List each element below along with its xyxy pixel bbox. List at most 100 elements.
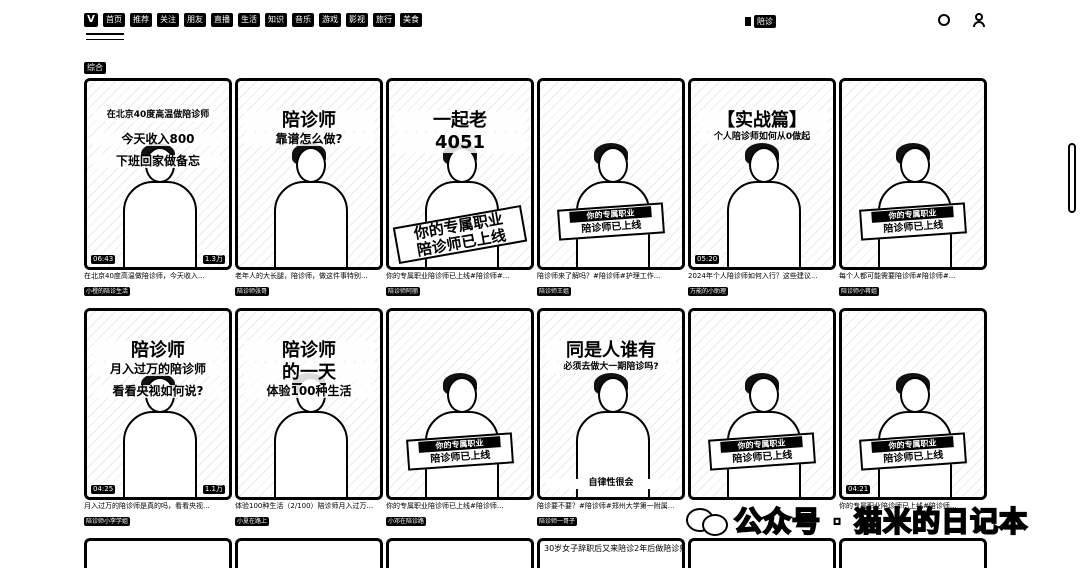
- watermark-text: 公众号 · 猫米的日记本: [733, 504, 1029, 539]
- nav-tab-9[interactable]: 影视: [346, 13, 368, 27]
- thumbnail-caption: 陪诊师: [244, 111, 374, 131]
- video-card[interactable]: 你的专属职业 陪诊师已上线陪诊师来了解吗？#陪诊师#护理工作... 陪诊师王姐: [537, 78, 685, 300]
- video-card[interactable]: 你的专属职业 陪诊师已上线每个人都可能需要陪诊师#陪诊师#... 陪诊师小蒋姐: [839, 78, 987, 300]
- thumbnail-caption: 下班回家做备忘: [93, 154, 223, 169]
- banner-line-2: 陪诊师已上线: [883, 449, 944, 466]
- video-card[interactable]: 同是人谁有 必须去做大一期陪诊吗? 自律性很会陪诊要不要？#陪诊师#郑州大学第一附属…: [537, 308, 685, 530]
- thumbnail-caption: 陪诊师: [93, 341, 223, 361]
- video-title[interactable]: 你的专属职业陪诊师已上线#陪诊师#...: [386, 272, 510, 280]
- nav-tab-2[interactable]: 关注: [157, 13, 179, 27]
- video-thumbnail[interactable]: 陪诊师 的一天 体验100种生活: [235, 308, 383, 500]
- app-logo[interactable]: V: [84, 13, 98, 27]
- like-count: 1.3万: [202, 255, 225, 264]
- search-box[interactable]: 陪诊: [745, 15, 776, 28]
- banner-line-2: 陪诊师已上线: [581, 219, 642, 236]
- video-card-partial[interactable]: 30岁女子辞职后又来陪诊2年后做陪诊师: [537, 538, 685, 568]
- video-card-partial[interactable]: [84, 538, 232, 568]
- video-card[interactable]: 你的专属职业 陪诊师已上线你的专属职业陪诊师已上线#陪诊师... 小邓在陪诊路: [386, 308, 534, 530]
- video-card[interactable]: 在北京40度高温做陪诊师 今天收入800 下班回家做备忘 06:43 1.3万 在北京40…: [84, 78, 232, 300]
- author-name[interactable]: 陪诊师张哥: [235, 287, 270, 296]
- video-card[interactable]: 陪诊师 的一天 体验100种生活体验100种生活（2/100）陪诊师月入过万... 小…: [235, 308, 383, 530]
- filter-tab-comprehensive[interactable]: 综合: [84, 62, 106, 74]
- video-card-partial[interactable]: [235, 538, 383, 568]
- thumbnail-caption: 的一天: [244, 363, 374, 383]
- nav-tab-10[interactable]: 旅行: [373, 13, 395, 27]
- author-name[interactable]: 小夏在路上: [235, 517, 270, 526]
- video-duration: 05:20: [695, 255, 720, 264]
- scroll-handle[interactable]: [1068, 143, 1076, 213]
- nav-tab-1[interactable]: 推荐: [130, 13, 152, 27]
- nav-tab-8[interactable]: 游戏: [319, 13, 341, 27]
- video-thumbnail[interactable]: 同是人谁有 必须去做大一期陪诊吗? 自律性很会: [537, 308, 685, 500]
- search-icon: [745, 17, 751, 26]
- video-thumbnail[interactable]: 陪诊师 月入过万的陪诊师 看看央视如何说? 04:25 1.1万: [84, 308, 232, 500]
- video-title[interactable]: 你的专属职业陪诊师已上线#陪诊师...: [386, 502, 504, 510]
- video-title[interactable]: 你的专属职业陪诊师已上线#陪诊师...: [839, 502, 957, 510]
- partial-caption: [87, 541, 229, 545]
- nav-tab-0[interactable]: 首页: [103, 13, 125, 27]
- partial-caption: [842, 541, 984, 545]
- author-name[interactable]: 陪诊师一哥子: [537, 517, 578, 526]
- author-name[interactable]: 万能的小助理: [688, 287, 729, 296]
- video-title[interactable]: 陪诊师来了解吗？#陪诊师#护理工作...: [537, 272, 661, 280]
- video-thumbnail[interactable]: 一起老 4051 你的专属职业 陪诊师已上线: [386, 78, 534, 270]
- partial-caption: [238, 541, 380, 545]
- video-thumbnail[interactable]: 陪诊师 靠谱怎么做?: [235, 78, 383, 270]
- wechat-icon: [686, 506, 728, 536]
- video-title[interactable]: 陪诊要不要？#陪诊师#郑州大学第一附属...: [537, 502, 675, 510]
- banner-line-2: 陪诊师已上线: [883, 219, 944, 236]
- person-figure: [123, 373, 197, 497]
- thumbnail-caption: 一起老: [395, 111, 525, 131]
- video-title[interactable]: 老年人的大长腿，陪诊师，做这件事特别...: [235, 272, 368, 280]
- nav-tab-11[interactable]: 美食: [400, 13, 422, 27]
- nav-tab-5[interactable]: 生活: [238, 13, 260, 27]
- nav-tab-6[interactable]: 知识: [265, 13, 287, 27]
- author-name[interactable]: 陪诊师小蒋姐: [839, 287, 880, 296]
- thumbnail-caption: 靠谱怎么做?: [244, 132, 374, 147]
- video-card-partial[interactable]: [386, 538, 534, 568]
- user-icon[interactable]: [972, 13, 986, 27]
- video-thumbnail[interactable]: 你的专属职业 陪诊师已上线: [386, 308, 534, 500]
- nav-tab-3[interactable]: 朋友: [184, 13, 206, 27]
- author-name[interactable]: 小邓在陪诊路: [386, 517, 427, 526]
- video-card[interactable]: 你的专属职业 陪诊师已上线: [688, 308, 836, 511]
- author-name[interactable]: 陪诊师阿丽: [386, 287, 421, 296]
- nav-tab-7[interactable]: 音乐: [292, 13, 314, 27]
- video-thumbnail[interactable]: 【实战篇】 个人陪诊师如何从0做起 05:20: [688, 78, 836, 270]
- video-card[interactable]: 【实战篇】 个人陪诊师如何从0做起 05:20 2024年个人陪诊师如何入行？这些建议…: [688, 78, 836, 300]
- like-count: 1.1万: [202, 485, 225, 494]
- author-name[interactable]: 陪诊师王姐: [537, 287, 572, 296]
- author-name[interactable]: 陪诊师小李学姐: [84, 517, 131, 526]
- thumbnail-caption: 【实战篇】: [697, 111, 827, 131]
- video-title[interactable]: 月入过万的陪诊师是真的吗，看看央视...: [84, 502, 210, 510]
- video-thumbnail[interactable]: 在北京40度高温做陪诊师 今天收入800 下班回家做备忘 06:43 1.3万: [84, 78, 232, 270]
- thumbnail-caption: 看看央视如何说?: [93, 384, 223, 399]
- video-thumbnail[interactable]: 你的专属职业 陪诊师已上线 04:21: [839, 308, 987, 500]
- thumbnail-caption: 必须去做大一期陪诊吗?: [546, 362, 676, 373]
- thumbnail-caption: 陪诊师: [244, 341, 374, 361]
- thumbnail-caption: 个人陪诊师如何从0做起: [697, 132, 827, 143]
- thumbnail-caption: 4051: [395, 133, 525, 153]
- video-thumbnail[interactable]: 你的专属职业 陪诊师已上线: [839, 78, 987, 270]
- partial-caption: [691, 541, 833, 545]
- person-figure: [274, 373, 348, 497]
- author-name[interactable]: 小橙的陪诊生活: [84, 287, 131, 296]
- video-card[interactable]: 你的专属职业 陪诊师已上线 04:21 你的专属职业陪诊师已上线#陪诊师...: [839, 308, 987, 511]
- video-card-partial[interactable]: [839, 538, 987, 568]
- notification-icon[interactable]: [938, 14, 950, 26]
- video-title[interactable]: 在北京40度高温做陪诊师，今天收入...: [84, 272, 205, 280]
- nav-tab-4[interactable]: 直播: [211, 13, 233, 27]
- video-card[interactable]: 陪诊师 靠谱怎么做? 老年人的大长腿，陪诊师，做这件事特别... 陪诊师张哥: [235, 78, 383, 300]
- video-title[interactable]: 体验100种生活（2/100）陪诊师月入过万...: [235, 502, 374, 510]
- thumbnail-caption: 今天收入800: [93, 132, 223, 147]
- video-card[interactable]: 一起老 4051 你的专属职业 陪诊师已上线你的专属职业陪诊师已上线#陪诊师#... 陪…: [386, 78, 534, 300]
- video-thumbnail[interactable]: 你的专属职业 陪诊师已上线: [688, 308, 836, 500]
- video-card-partial[interactable]: [688, 538, 836, 568]
- video-thumbnail[interactable]: 你的专属职业 陪诊师已上线: [537, 78, 685, 270]
- search-query[interactable]: 陪诊: [754, 15, 776, 28]
- thumbnail-caption: 月入过万的陪诊师: [93, 362, 223, 377]
- video-title[interactable]: 2024年个人陪诊师如何入行？这些建议...: [688, 272, 818, 280]
- thumbnail-caption: 同是人谁有: [546, 341, 676, 361]
- video-card[interactable]: 陪诊师 月入过万的陪诊师 看看央视如何说? 04:25 1.1万 月入过万的陪诊师是真的吗…: [84, 308, 232, 530]
- video-title[interactable]: 每个人都可能需要陪诊师#陪诊师#...: [839, 272, 956, 280]
